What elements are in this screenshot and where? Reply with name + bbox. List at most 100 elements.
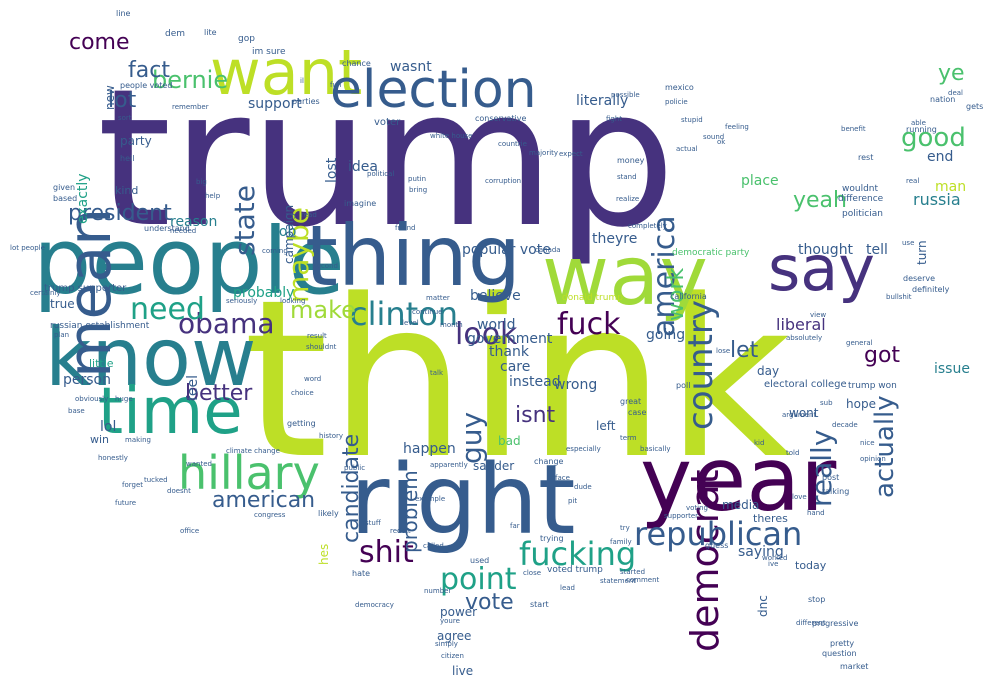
word-vote: vote (465, 590, 514, 615)
word-im-sure: im sure (252, 47, 286, 57)
word-putin: putin (408, 175, 427, 183)
word-right: right (350, 444, 576, 556)
word-president: president (68, 201, 172, 226)
word-face: face (555, 474, 570, 482)
word-tucked: tucked (144, 476, 168, 484)
word-thank: thank (489, 344, 529, 360)
word-policie: policie (665, 98, 688, 106)
word-need: need (130, 292, 205, 327)
word-political: political (367, 170, 395, 178)
word-country: country (681, 299, 721, 430)
word-guess: guess (705, 541, 729, 550)
word-definitely: definitely (912, 285, 950, 294)
word-got: got (864, 343, 901, 368)
word-hand: hand (807, 509, 825, 517)
word-theyre: theyre (592, 231, 638, 247)
word-theres: theres (753, 512, 788, 525)
word-talk: talk (430, 369, 444, 377)
word-look: look (455, 317, 518, 352)
word-fun: fun (330, 81, 342, 89)
word-lot: lot (108, 88, 137, 113)
word-il: il (300, 77, 304, 85)
word-bullshit: bullshit (886, 293, 912, 301)
word-pretty: pretty (830, 639, 855, 648)
word-hate: hate (352, 569, 371, 578)
word-yeah: yeah (793, 188, 847, 213)
word-shouldnt: shouldnt (306, 343, 337, 351)
word-sound: sound (703, 133, 725, 141)
word-history: history (319, 432, 344, 440)
word-decade: decade (832, 421, 858, 429)
word-obviously: obviously (75, 395, 109, 403)
word-sort: sort (118, 114, 132, 122)
word-politician: politician (842, 209, 883, 219)
word-new: new (103, 85, 117, 110)
word-stop: stop (808, 595, 826, 604)
word-case: case (628, 408, 647, 417)
word-actual: actual (676, 145, 698, 153)
word-problem: problem (398, 470, 422, 553)
word-know: know (45, 311, 257, 404)
word-simply: simply (435, 640, 458, 648)
word-use: use (902, 239, 915, 247)
word-thought: thought (798, 242, 854, 258)
word-deal: deal (948, 89, 963, 97)
word-especially: especially (566, 445, 601, 453)
word-wont: wont (789, 406, 819, 420)
word-russia: russia (913, 190, 961, 209)
word-end: end (927, 149, 954, 165)
word-sub: sub (820, 399, 833, 407)
word-nation: nation (930, 95, 956, 104)
word-power: power (440, 605, 478, 619)
word-dnc: dnc (756, 595, 770, 617)
word-man: man (935, 179, 967, 195)
word-apparently: apparently (430, 461, 468, 469)
word-comment: comment (626, 576, 660, 584)
word-isnt: isnt (515, 403, 556, 428)
word-lose: lose (716, 347, 731, 355)
word-different: different (796, 619, 826, 627)
word-supporter: supporter (664, 512, 699, 520)
word-doesnt: doesnt (167, 487, 191, 495)
word-california: california (670, 292, 707, 301)
word-worked: worked (762, 554, 788, 562)
word-money: money (617, 156, 645, 165)
word-time: time (98, 375, 243, 449)
word-corruption: corruption (485, 177, 522, 185)
word-voter: voter (374, 117, 401, 128)
word-view: view (810, 311, 827, 319)
word-forget: forget (122, 481, 143, 489)
word-told: told (786, 449, 800, 457)
word-people-voted: people voted (120, 81, 173, 90)
word-fight: fight (606, 115, 623, 123)
word-probably: probably (233, 285, 295, 301)
word-campaign: campaign (282, 204, 296, 264)
word-base: base (68, 407, 85, 415)
word-agree: agree (437, 629, 472, 643)
word-lead: lead (560, 584, 575, 592)
word-coming: coming (262, 247, 288, 255)
word-reddit: reddit (390, 527, 411, 535)
word-trying: trying (540, 534, 564, 543)
word-making: making (125, 436, 151, 444)
word-hope: hope (846, 397, 876, 411)
word-thing: thing (305, 207, 522, 305)
word-candidate: candidate (339, 433, 364, 543)
word-support: support (248, 96, 302, 112)
word-continue: continue (412, 308, 443, 316)
word-today: today (795, 559, 827, 572)
word-market: market (840, 662, 869, 671)
word-obama: obama (178, 307, 275, 340)
word-let: let (730, 338, 759, 363)
word-bring: bring (409, 186, 428, 194)
word-say: say (768, 232, 875, 305)
word-shit: shit (359, 535, 414, 570)
word-level: level (402, 319, 419, 327)
word-close: close (523, 569, 542, 577)
word-white-house: white house (430, 132, 473, 140)
word-friend: friend (395, 224, 416, 232)
word-kind: kind (115, 184, 139, 197)
word-bad: bad (498, 434, 521, 448)
word-imagine: imagine (344, 199, 377, 208)
word-fuck: fuck (557, 307, 621, 342)
